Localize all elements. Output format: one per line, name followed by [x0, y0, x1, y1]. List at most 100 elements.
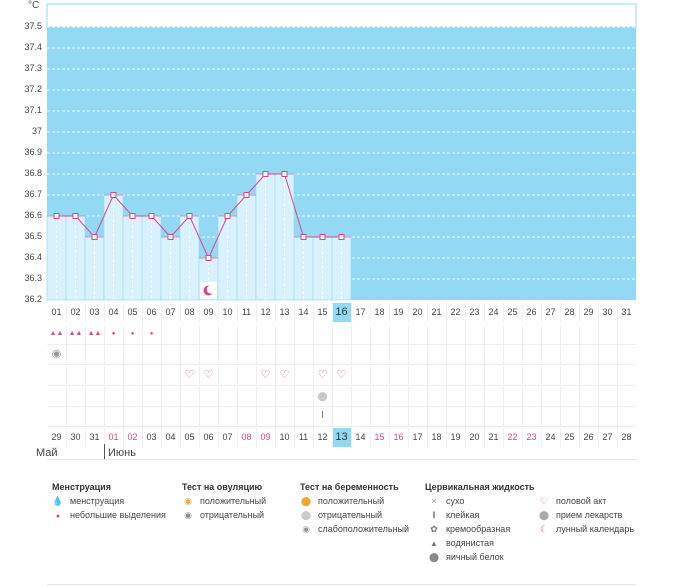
- cycle-day-label: 19: [393, 307, 404, 317]
- legend-medication: ⬤ прием лекарств: [538, 510, 622, 521]
- cell-separator: [180, 407, 181, 427]
- cell-separator: [142, 407, 143, 427]
- pregnancy-weak-icon: ◉: [302, 524, 310, 534]
- calendar-date-label: 28: [621, 432, 632, 442]
- cell-separator: [332, 345, 333, 365]
- cell-separator: [408, 387, 409, 407]
- cell-separator: [142, 325, 143, 345]
- cell-separator: [85, 325, 86, 345]
- cell-separator: [275, 303, 276, 322]
- cell-separator: [522, 387, 523, 407]
- cell-separator: [541, 366, 542, 386]
- cell-separator: [351, 325, 352, 345]
- temperature-point: [262, 171, 269, 177]
- cell-separator: [351, 303, 352, 322]
- cell-separator: [503, 345, 504, 365]
- cell-separator: [408, 428, 409, 447]
- cell-separator: [275, 325, 276, 345]
- cell-separator: [313, 366, 314, 386]
- cell-separator: [503, 407, 504, 427]
- calendar-date-label: 27: [602, 432, 613, 442]
- cycle-day-label: 27: [545, 307, 556, 317]
- ovulation-test-row: ◉: [47, 345, 636, 365]
- cell-separator: [199, 428, 200, 447]
- cell-separator: [294, 387, 295, 407]
- y-tick-label: 36.9: [24, 147, 42, 157]
- calendar-date-label: 03: [146, 432, 157, 442]
- temperature-point: [186, 213, 193, 219]
- legend-pregnancy-positive: ⬤ положительный: [300, 496, 384, 507]
- legend-label: положительный: [318, 496, 385, 506]
- temperature-point: [224, 213, 231, 219]
- calendar-date-label: 16: [393, 432, 404, 442]
- cell-separator: [85, 366, 86, 386]
- cell-separator: [408, 366, 409, 386]
- negative-test-icon: ◉: [51, 348, 62, 360]
- calendar-date-label: 17: [412, 432, 423, 442]
- legend-pregnancy-title: Тест на беременность: [300, 482, 399, 492]
- cell-separator: [598, 303, 599, 322]
- cell-separator: [256, 303, 257, 322]
- cell-separator: [180, 325, 181, 345]
- cell-separator: [446, 366, 447, 386]
- cell-separator: [484, 407, 485, 427]
- legend-label: половой акт: [556, 496, 607, 506]
- cell-separator: [389, 387, 390, 407]
- cell-separator: [104, 407, 105, 427]
- cell-separator: [465, 345, 466, 365]
- cycle-day-label: 12: [260, 307, 271, 317]
- cell-separator: [370, 325, 371, 345]
- legend-fluid-title: Цервикальная жидкость: [425, 482, 535, 492]
- cell-separator: [370, 407, 371, 427]
- cell-separator: [294, 428, 295, 447]
- cell-separator: [66, 366, 67, 386]
- cell-separator: [351, 366, 352, 386]
- calendar-date-label: 29: [51, 432, 62, 442]
- cell-separator: [161, 428, 162, 447]
- calendar-date-label: 20: [469, 432, 480, 442]
- calendar-date-label: 25: [564, 432, 575, 442]
- cell-separator: [180, 366, 181, 386]
- cell-separator: [560, 366, 561, 386]
- cell-separator: [256, 345, 257, 365]
- cell-separator: [503, 387, 504, 407]
- calendar-date-label: 04: [165, 432, 176, 442]
- y-tick-label: 36.3: [24, 273, 42, 283]
- cell-separator: [617, 366, 618, 386]
- cell-separator: [275, 407, 276, 427]
- cell-separator: [503, 303, 504, 322]
- cell-separator: [332, 366, 333, 386]
- cell-separator: [218, 325, 219, 345]
- cell-separator: [579, 387, 580, 407]
- cycle-day-label: 07: [165, 307, 176, 317]
- cell-separator: [218, 387, 219, 407]
- cell-separator: [66, 428, 67, 447]
- cell-separator: [446, 428, 447, 447]
- cell-separator: [617, 428, 618, 447]
- cell-separator: [484, 387, 485, 407]
- temperature-chart: [46, 3, 637, 301]
- cell-separator: [484, 428, 485, 447]
- cell-separator: [579, 345, 580, 365]
- cell-separator: [522, 366, 523, 386]
- calendar-date-label: 15: [374, 432, 385, 442]
- temperature-bar: [274, 173, 295, 301]
- heart-icon: ♡: [317, 369, 328, 381]
- cell-separator: [142, 303, 143, 322]
- cell-separator: [408, 303, 409, 322]
- legend-label: лунный календарь: [556, 524, 635, 534]
- row-divider: [47, 364, 636, 365]
- cell-separator: [294, 325, 295, 345]
- cell-separator: [256, 366, 257, 386]
- cycle-day-label: 21: [431, 307, 442, 317]
- cell-separator: [332, 387, 333, 407]
- cell-separator: [503, 325, 504, 345]
- cell-separator: [66, 387, 67, 407]
- pregnancy-negative-icon: ⬤: [300, 510, 312, 520]
- heart-icon: ♡: [184, 369, 195, 381]
- dry-icon: ×: [431, 496, 437, 506]
- medication-row: ⬤: [47, 387, 636, 407]
- spotting-icon: ●: [130, 331, 135, 337]
- cell-separator: [218, 428, 219, 447]
- menstruation-icon: ▲▲: [68, 330, 83, 337]
